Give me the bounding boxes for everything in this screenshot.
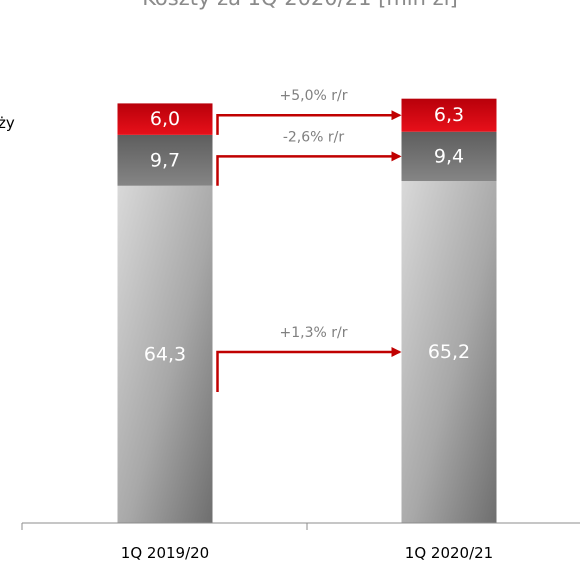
x-tick-label: 1Q 2020/21 (405, 544, 493, 562)
bar-segment-1-0 (117, 134, 213, 186)
bars-group: 64,3 9,7 6,0 65,2 9,4 6,3 (117, 98, 497, 523)
arrows-group: +5,0% r/r -2,6% r/r +1,3% r/r (216, 88, 402, 393)
bar-segment-0-0 (117, 185, 213, 523)
change-annotation-label: +5,0% r/r (280, 88, 348, 104)
bar-data-label: 6,0 (150, 108, 180, 130)
bar-data-label: 9,7 (150, 149, 180, 171)
chart-title: Koszty za 1Q 2020/21 [mln zł] (142, 0, 458, 10)
legend-fragment: ży (0, 114, 15, 132)
change-arrow (216, 151, 402, 186)
bar-data-label: 9,4 (434, 145, 464, 167)
bar-data-label: 65,2 (428, 341, 470, 363)
bar-segment-1-1 (401, 131, 497, 182)
change-arrow (216, 347, 402, 393)
bar-segment-0-1 (401, 181, 497, 523)
x-tick-labels: 1Q 2019/20 1Q 2020/21 (121, 544, 493, 562)
change-annotation-label: -2,6% r/r (283, 129, 345, 145)
bar-data-label: 64,3 (144, 343, 186, 365)
change-annotation-label: +1,3% r/r (280, 325, 348, 341)
x-tick-label: 1Q 2019/20 (121, 544, 209, 562)
bar-data-label: 6,3 (434, 104, 464, 126)
bar-segment-2-1 (401, 98, 497, 132)
change-arrow (216, 110, 402, 135)
bar-segment-2-0 (117, 103, 213, 135)
